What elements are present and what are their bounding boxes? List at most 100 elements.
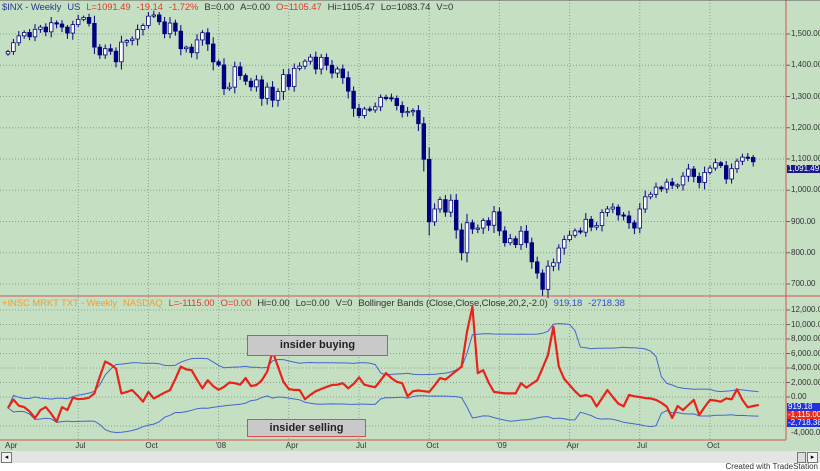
- insider-ratio-point: [542, 367, 544, 369]
- indicator-tick-label: 4,000.00: [791, 363, 820, 372]
- insider-ratio-point: [563, 378, 565, 380]
- insider-ratio-point: [704, 406, 706, 408]
- horizontal-scrollbar[interactable]: ◂ ▸: [0, 451, 820, 463]
- insider-ratio-point: [228, 381, 230, 384]
- candle-up: [372, 106, 378, 111]
- insider-ratio-point: [439, 377, 441, 379]
- price-exchange: US: [67, 2, 81, 13]
- scroll-left-button[interactable]: ◂: [1, 452, 12, 463]
- insider-ratio-point: [698, 414, 700, 416]
- insider-ratio-point: [115, 368, 117, 370]
- insider-ratio-point: [207, 379, 209, 381]
- insider-ratio-point: [234, 382, 236, 384]
- candle-down: [237, 66, 243, 76]
- candle-up: [49, 22, 54, 33]
- insider-ratio-point: [282, 381, 284, 383]
- candle-up: [76, 18, 81, 26]
- candle-down: [621, 214, 626, 217]
- insider-ratio-point: [83, 398, 85, 400]
- candle-down: [178, 30, 183, 50]
- candle-down: [243, 75, 248, 82]
- insider-ratio-point: [407, 395, 409, 397]
- candle-down: [529, 242, 534, 263]
- insider-ratio-point: [741, 399, 744, 401]
- price-tick-label: 1,100.00: [791, 154, 820, 163]
- candle-up: [475, 227, 480, 230]
- candle-up: [583, 218, 588, 233]
- insider-ratio-point: [390, 377, 392, 379]
- insider-ratio-point: [623, 405, 625, 408]
- candle-up: [648, 193, 653, 198]
- price-volume: V=0: [436, 2, 454, 13]
- candle-down: [724, 165, 729, 180]
- insider-ratio-point: [164, 392, 166, 394]
- insider-ratio-point: [196, 379, 198, 381]
- insider-ratio-point: [471, 306, 473, 308]
- insider-ratio-point: [61, 406, 63, 408]
- candle-down: [259, 79, 264, 99]
- insider-ratio-point: [255, 384, 257, 386]
- insider-ratio-point: [671, 417, 673, 419]
- insider-ratio-point: [758, 404, 760, 406]
- price-tick-label: 900.00: [791, 216, 816, 226]
- insider-ratio-point: [644, 397, 646, 399]
- insider-ratio-point: [169, 389, 171, 391]
- insider-ratio-point: [385, 372, 387, 374]
- candle-up: [11, 42, 16, 52]
- insider-ratio-point: [552, 326, 555, 328]
- insider-ratio-point: [547, 354, 549, 356]
- insider-ratio-point: [466, 331, 468, 333]
- candle-up: [707, 167, 713, 173]
- candle-up: [605, 208, 610, 213]
- insider-ratio-point: [77, 398, 79, 400]
- insider-ratio-point: [266, 371, 268, 373]
- candle-up: [518, 230, 524, 246]
- candle-down: [513, 238, 518, 246]
- insider-ratio-point: [693, 399, 695, 401]
- insider-ratio-point: [342, 382, 344, 384]
- candle-down: [221, 64, 227, 90]
- candle-up: [653, 186, 659, 195]
- candle-up: [281, 74, 286, 92]
- indicator-tick-label: 6,000.00: [791, 348, 820, 358]
- candle-up: [432, 208, 437, 223]
- candle-down: [745, 156, 750, 159]
- price-symbol: $INX - Weekly: [2, 2, 62, 13]
- insider-ratio-point: [331, 384, 333, 386]
- candle-up: [200, 32, 205, 41]
- insider-ratio-point: [299, 389, 301, 391]
- insider-ratio-point: [374, 386, 376, 388]
- candle-up: [140, 25, 146, 31]
- candle-down: [691, 168, 696, 177]
- indicator-tick-label: 2,000.00: [791, 377, 820, 387]
- insider-ratio-point: [477, 372, 479, 374]
- insider-ratio-point: [142, 401, 144, 403]
- insider-ratio-point: [731, 398, 733, 400]
- insider-ratio-point: [336, 384, 338, 386]
- insider-ratio-point: [23, 406, 25, 408]
- candle-up: [594, 225, 599, 228]
- candle-down: [86, 17, 92, 24]
- insider-ratio-point: [574, 390, 576, 392]
- candle-down: [189, 46, 194, 54]
- price-last-badge: 1,091.49: [787, 164, 820, 173]
- insider-ratio-point: [12, 398, 14, 401]
- price-last: L=1091.49: [86, 2, 131, 13]
- candle-down: [205, 32, 210, 45]
- scroll-thumb[interactable]: [797, 452, 806, 463]
- indicator-low: Lo=0.00: [295, 298, 330, 309]
- indicator-study: Bollinger Bands (Close,Close,Close,20,2,…: [358, 298, 548, 309]
- insider-indicator: [7, 305, 760, 423]
- candle-up: [151, 14, 156, 17]
- candle-up: [664, 181, 669, 190]
- candle-up: [680, 175, 686, 186]
- price-tick-label: 700.00: [791, 279, 816, 288]
- scroll-right-button[interactable]: ▸: [807, 452, 818, 463]
- candle-down: [367, 108, 372, 111]
- candle-down: [502, 230, 507, 244]
- candle-up: [135, 29, 140, 40]
- insider-ratio-point: [601, 397, 603, 400]
- insider-ratio-point: [450, 374, 452, 376]
- price-tick-label: 1,200.00: [791, 122, 820, 132]
